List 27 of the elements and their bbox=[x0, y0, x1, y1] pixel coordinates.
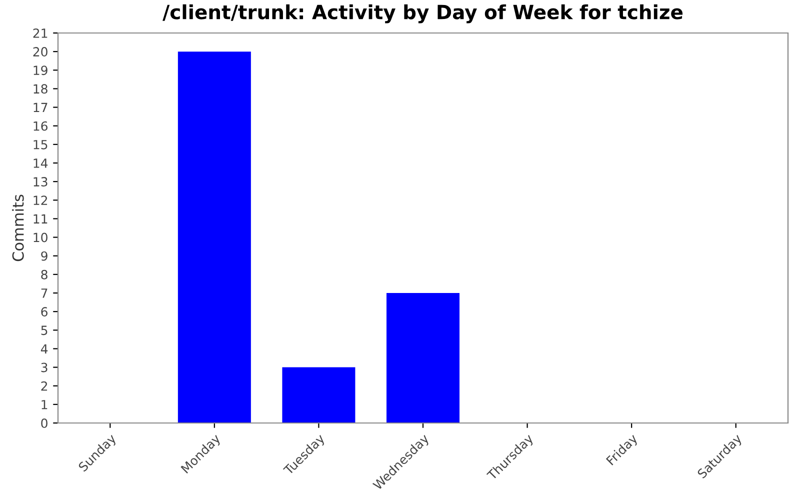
chart-title: /client/trunk: Activity by Day of Week for tchize bbox=[162, 4, 683, 24]
y-tick-label: 21 bbox=[33, 28, 48, 38]
y-tick-label: 8 bbox=[41, 270, 48, 280]
y-tick-label: 2 bbox=[41, 381, 48, 391]
y-tick-label: 7 bbox=[41, 288, 48, 298]
y-tick-label: 18 bbox=[34, 84, 48, 94]
y-tick-label: 1 bbox=[42, 400, 48, 410]
bar bbox=[386, 293, 460, 423]
bar bbox=[282, 367, 356, 423]
y-tick-label: 20 bbox=[33, 47, 48, 56]
y-tick-label: 12 bbox=[34, 196, 48, 205]
y-tick-label: 4 bbox=[40, 344, 48, 354]
bar bbox=[178, 52, 251, 423]
y-tick-label: 9 bbox=[41, 251, 48, 261]
y-tick-label: 10 bbox=[34, 232, 48, 242]
y-tick-label: 16 bbox=[34, 121, 48, 131]
y-tick-label: 13 bbox=[34, 177, 48, 186]
y-tick-label: 5 bbox=[41, 326, 48, 336]
y-tick-label: 14 bbox=[34, 158, 48, 168]
y-tick-label: 3 bbox=[41, 362, 48, 372]
y-tick-label: 19 bbox=[34, 66, 48, 76]
y-tick-label: 17 bbox=[34, 102, 48, 112]
y-tick-label: 15 bbox=[34, 140, 48, 150]
y-tick-label: 0 bbox=[41, 418, 48, 428]
y-tick-label: 6 bbox=[41, 307, 48, 316]
y-tick-label: 11 bbox=[34, 214, 48, 224]
y-axis-title: Commits bbox=[12, 194, 24, 262]
